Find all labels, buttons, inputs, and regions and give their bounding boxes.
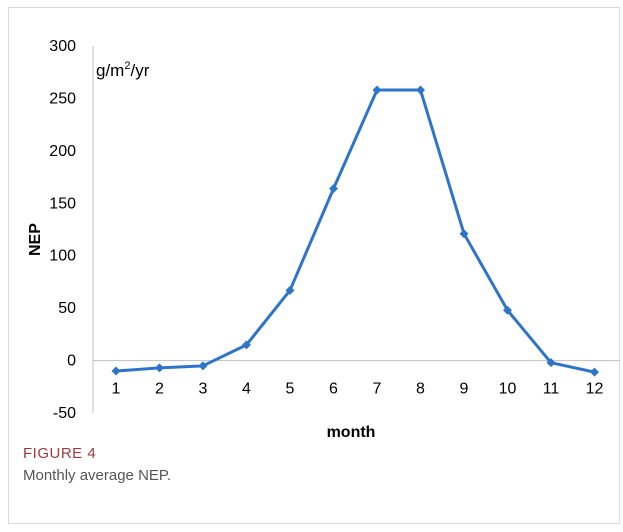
- figure-frame: [8, 7, 620, 524]
- data-point-marker: [155, 363, 164, 373]
- y-tick-label: 0: [67, 353, 76, 370]
- x-tick-label: 10: [499, 381, 517, 398]
- y-tick-label: 250: [49, 90, 76, 107]
- y-tick-label: 300: [49, 38, 76, 55]
- figure-caption: Monthly average NEP.: [23, 467, 172, 484]
- x-tick-label: 6: [329, 381, 338, 398]
- series-line: [115, 88, 595, 374]
- x-axis-title: month: [327, 424, 376, 440]
- y-tick-labels: -50 0 50 100 150 200 250 300: [49, 38, 76, 422]
- x-tick-label: 2: [155, 381, 164, 398]
- data-point-marker: [198, 361, 208, 371]
- unit-rest: /yr: [130, 61, 149, 80]
- x-tick-label: 3: [199, 381, 208, 398]
- data-point-marker: [242, 340, 251, 350]
- data-point-marker: [546, 358, 556, 368]
- y-tick-label: -50: [53, 405, 76, 422]
- y-tick-label: 50: [58, 300, 76, 317]
- x-tick-label: 4: [242, 381, 251, 398]
- data-point-marker: [329, 184, 338, 194]
- x-tick-label: 12: [586, 381, 604, 398]
- data-point-marker: [590, 367, 599, 377]
- y-tick-label: 150: [49, 195, 76, 212]
- chart-axes: [92, 46, 620, 413]
- x-tick-label: 5: [286, 381, 295, 398]
- x-tick-label: 8: [416, 381, 425, 398]
- x-tick-label: 7: [373, 381, 382, 398]
- x-tick-label: 9: [460, 381, 469, 398]
- data-point-marker: [459, 229, 469, 239]
- data-point-marker: [372, 85, 382, 95]
- data-point-marker: [285, 285, 295, 295]
- unit-superscript: 2: [124, 60, 130, 72]
- series-group: [111, 85, 599, 377]
- unit-base: g/m: [96, 61, 124, 80]
- figure-label: FIGURE 4: [23, 445, 97, 462]
- unit-label: g/m2/yr: [96, 60, 150, 80]
- x-tick-label: 1: [112, 381, 121, 398]
- data-point-marker: [111, 366, 121, 376]
- y-axis-title: NEP: [27, 223, 44, 256]
- x-tick-label: 11: [543, 381, 560, 398]
- data-point-marker: [416, 85, 425, 95]
- y-tick-label: 200: [49, 143, 76, 160]
- x-tick-labels: 1 2 3 4 5 6 7 8 9 10 11 12: [112, 381, 604, 398]
- data-point-marker: [503, 305, 512, 315]
- y-tick-label: 100: [49, 248, 76, 265]
